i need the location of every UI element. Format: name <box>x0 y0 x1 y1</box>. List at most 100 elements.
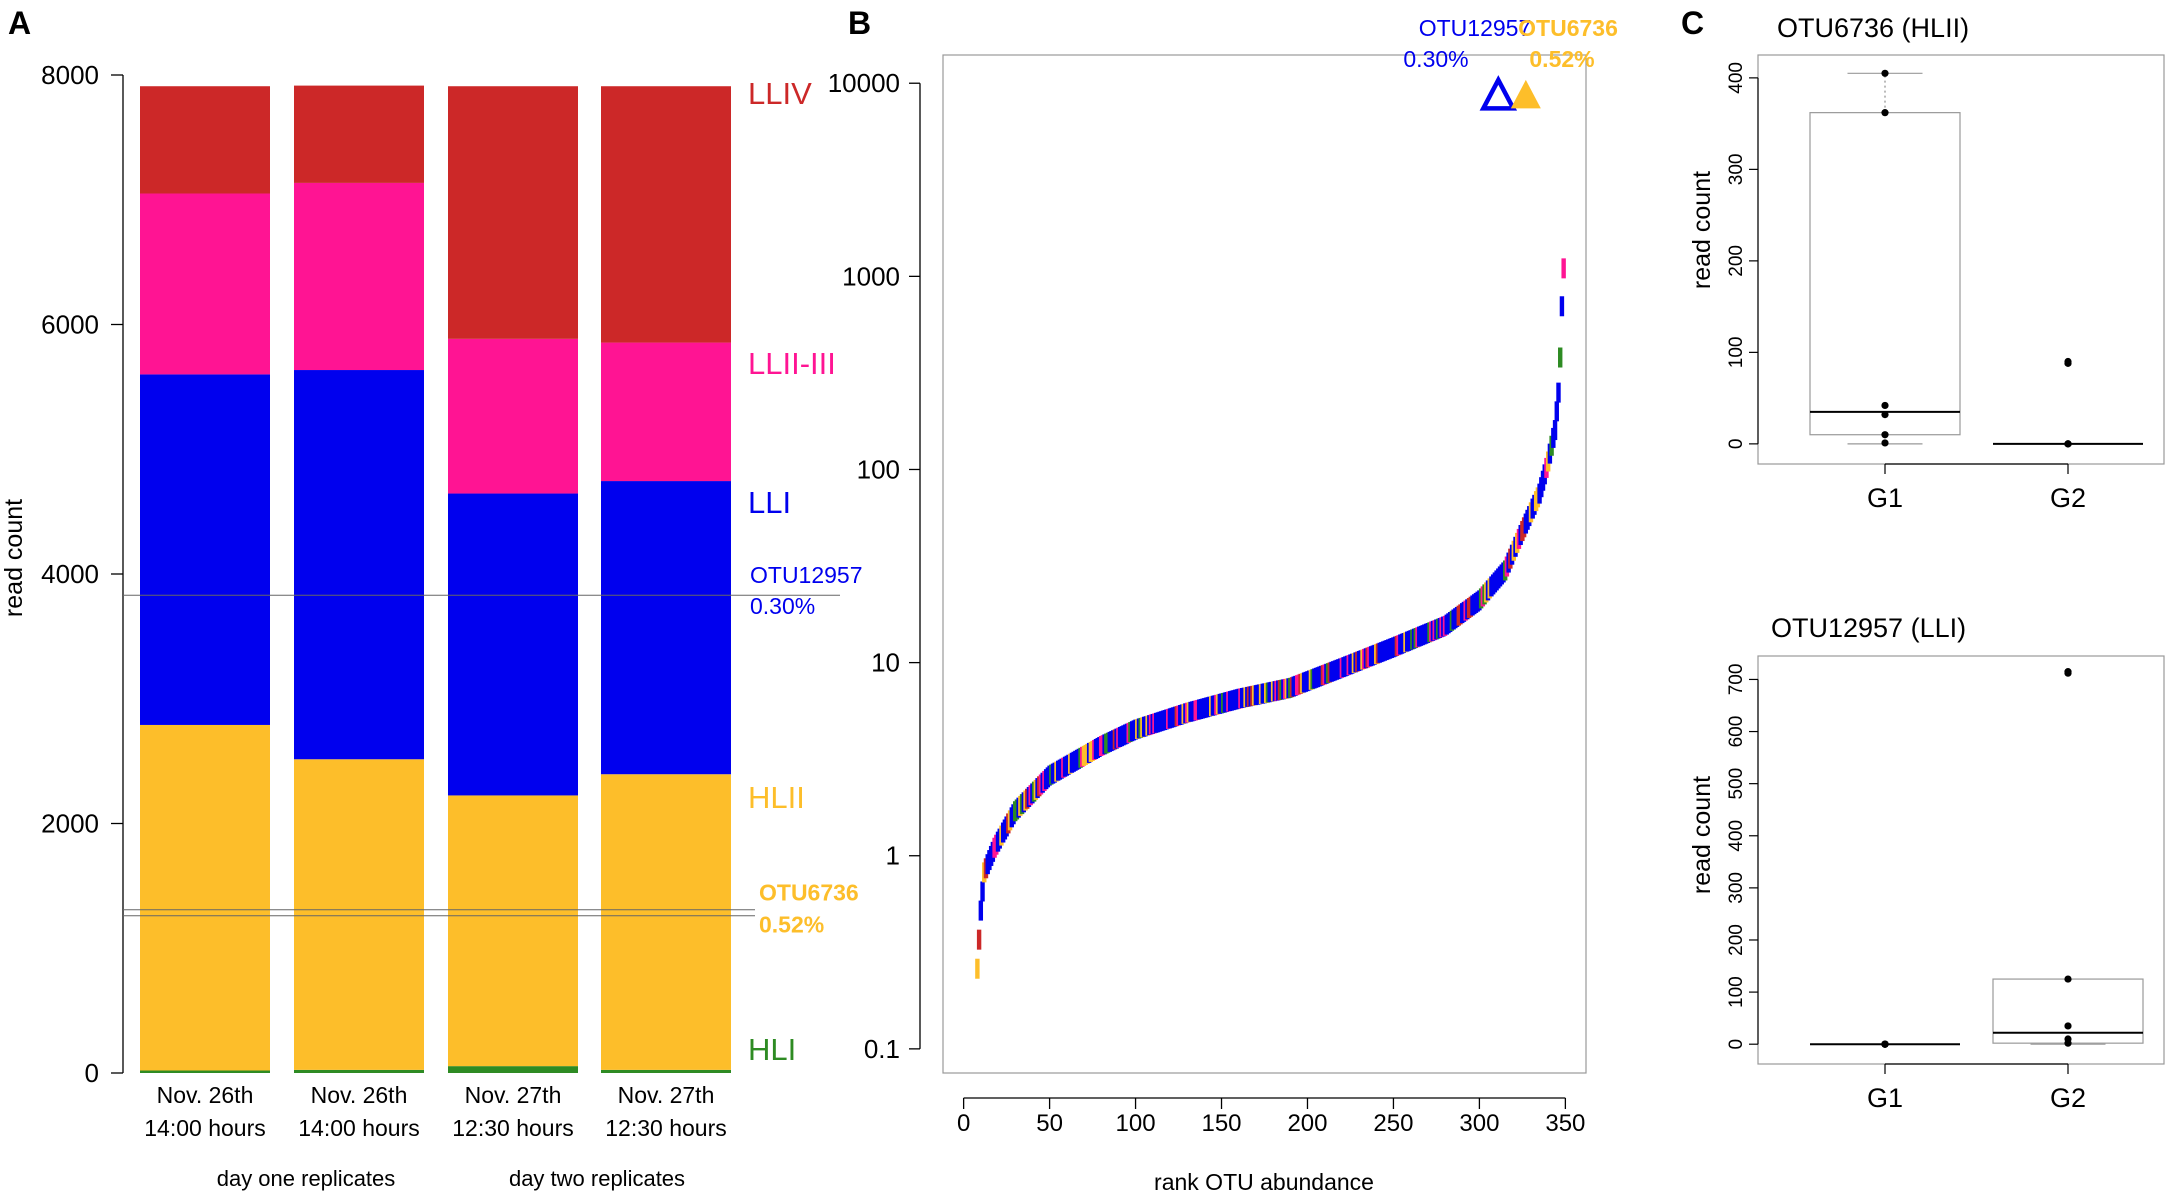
panel-a-y-tick-label-6000: 6000 <box>41 310 99 340</box>
highlight-marker-otu6736 <box>1510 79 1541 109</box>
x-label-line1-1: Nov. 26th <box>157 1082 254 1108</box>
legend-label-lli: LLI <box>748 485 791 520</box>
panel-b-x-tick-label-300: 300 <box>1459 1110 1499 1137</box>
reference-label-otu12957: OTU12957 <box>750 562 863 588</box>
panel-c-top-point-g1 <box>1881 69 1889 77</box>
panel-c-bottom-y-tick-label-100: 100 <box>1726 976 1747 1008</box>
panel-c-top-y-tick-label-0: 0 <box>1726 439 1747 450</box>
panel-c-top-x-tick-label-G1: G1 <box>1867 483 1903 513</box>
bar-segment-lliv-1 <box>140 86 270 194</box>
panel-a-y-axis-label: read count <box>0 499 28 617</box>
panel-c-top-frame <box>1757 54 2165 465</box>
rank-point <box>1556 382 1561 403</box>
bar-segment-hli-4 <box>601 1069 731 1073</box>
panel-c-top-x-tick-label-G2: G2 <box>2050 483 2086 513</box>
panel-b-x-tick-label-200: 200 <box>1287 1110 1327 1137</box>
panel-c-bottom-y-tick-label-300: 300 <box>1726 872 1747 904</box>
bar-segment-hli-2 <box>294 1069 424 1073</box>
panel-c-top-y-tick-label-100: 100 <box>1726 337 1747 369</box>
bar-segment-lli-1 <box>140 374 270 725</box>
panel-c-top-box-g1 <box>1809 112 1961 436</box>
panel-c-bottom-y-tick-label-500: 500 <box>1726 768 1747 800</box>
bar-segment-lliv-4 <box>601 86 731 343</box>
bar-segment-hli-3 <box>448 1066 578 1073</box>
bar-segment-hli-1 <box>140 1070 270 1073</box>
panel-c-top-point-g1 <box>1881 410 1889 419</box>
panel-c-boxplot-otu12957: OTU12957 (LLI) 0 100 200 300 400 500 600 700 G1 G… <box>1688 613 2165 1113</box>
panel-c-top-point-g2 <box>2064 440 2072 448</box>
panel-c-top-y-tick-label-300: 300 <box>1726 154 1747 186</box>
panel-c-top-point-g1 <box>1881 401 1889 410</box>
bar-segment-llii-iii-4 <box>601 342 731 482</box>
group-label-day-one: day one replicates <box>217 1166 396 1191</box>
bar-segment-lliv-3 <box>448 86 578 339</box>
panel-label-c: C <box>1681 5 1704 41</box>
rank-point <box>1554 401 1559 422</box>
legend-label-hlii: HLII <box>748 780 805 815</box>
reference-label-otu6736: OTU6736 <box>759 880 859 906</box>
bar-segment-hlii-4 <box>601 774 731 1070</box>
panel-b-otu12957-label: OTU12957 <box>1419 15 1532 41</box>
reference-pct-otu12957: 0.30% <box>750 593 815 619</box>
x-label-line1-3: Nov. 27th <box>465 1082 562 1108</box>
panel-a-y-tick-label-0: 0 <box>85 1058 99 1088</box>
bar-segment-hlii-3 <box>448 795 578 1067</box>
panel-c-top-point-g1 <box>1881 431 1889 439</box>
rank-point <box>978 900 984 921</box>
panel-b-x-axis-label: rank OTU abundance <box>1154 1169 1374 1193</box>
panel-label-b: B <box>848 5 871 41</box>
panel-c-top-title: OTU6736 (HLII) <box>1777 13 1969 43</box>
panel-c-bottom-y-tick-label-0: 0 <box>1726 1039 1747 1050</box>
panel-b-x-tick-label-250: 250 <box>1373 1110 1413 1137</box>
panel-c-bottom-y-tick-label-700: 700 <box>1726 664 1747 696</box>
panel-c-bottom-boxes <box>1810 668 2144 1048</box>
bar-segment-lli-2 <box>294 370 424 760</box>
panel-b-axes: 0 50 100 150 200 250 300 350 0.1 1 10 100 1000 10000 <box>828 68 1586 1137</box>
panel-b-rank-abundance-plot: 0 50 100 150 200 250 300 3500.1110100100010000 … <box>828 15 1618 1193</box>
panel-c-top-boxes <box>1809 69 2143 448</box>
bar-segment-llii-iii-1 <box>140 193 270 375</box>
panel-c-bottom-point-g2 <box>2064 1022 2072 1030</box>
panel-b-y-tick-label-1000: 1000 <box>842 261 900 291</box>
bar-segment-hlii-1 <box>140 724 270 1071</box>
reference-pct-otu6736: 0.52% <box>759 912 824 938</box>
x-label-line2-4: 12:30 hours <box>605 1115 726 1141</box>
panel-b-y-tick-label-0.1: 0.1 <box>864 1034 900 1064</box>
bar-segment-lliv-2 <box>294 85 424 183</box>
panel-b-points <box>975 258 1566 979</box>
panel-c-bottom-title: OTU12957 (LLI) <box>1771 613 1966 643</box>
panel-c-bottom-y-axis-label: read count <box>1688 776 1716 894</box>
panel-c-bottom-point-g2 <box>2064 669 2072 677</box>
panel-a-y-tick-label-2000: 2000 <box>41 809 99 839</box>
rank-point <box>1559 296 1565 317</box>
bar-segment-hlii-2 <box>294 759 424 1070</box>
panel-a-bars <box>140 85 731 1073</box>
x-label-line2-3: 12:30 hours <box>452 1115 573 1141</box>
panel-b-otu6736-pct: 0.52% <box>1529 46 1594 72</box>
panel-c-bottom-point-g1 <box>1881 1040 1889 1048</box>
x-label-line1-2: Nov. 26th <box>311 1082 408 1108</box>
panel-c-top-y-axis-label: read count <box>1688 171 1716 289</box>
panel-a-stacked-bar-chart: 0 2000 4000 6000 8000 OTU12957 0.30% OTU6736 0.… <box>0 60 863 1191</box>
panel-c-top-point-g1 <box>1881 109 1889 117</box>
panel-c-bottom-x-tick-label-G1: G1 <box>1867 1083 1903 1113</box>
panel-a-y-tick-label-8000: 8000 <box>41 60 99 90</box>
panel-c-boxplot-otu6736: OTU6736 (HLII) 0 100 200 300 400 G1 G2 read co… <box>1688 13 2165 513</box>
panel-c-bottom-x-tick-label-G2: G2 <box>2050 1083 2086 1113</box>
highlight-marker-otu12957 <box>1479 75 1518 111</box>
panel-b-x-tick-label-50: 50 <box>1036 1110 1063 1137</box>
bar-segment-llii-iii-2 <box>294 182 424 371</box>
panel-b-y-tick-label-100: 100 <box>857 454 900 484</box>
panel-a-y-axis: 0 2000 4000 6000 8000 <box>41 60 124 1088</box>
panel-a-reference-lines: OTU12957 0.30% OTU6736 0.52% <box>123 562 863 938</box>
panel-b-x-tick-label-350: 350 <box>1545 1110 1585 1137</box>
panel-c-top-y-tick-label-200: 200 <box>1726 245 1747 277</box>
panel-b-highlights <box>1479 75 1541 111</box>
panel-c-bottom-axes: 0 100 200 300 400 500 600 700 G1 G2 <box>1726 664 2086 1113</box>
rank-point <box>975 958 980 979</box>
panel-a-y-tick-label-4000: 4000 <box>41 559 99 589</box>
panel-b-plot-frame <box>942 54 1587 1074</box>
panel-b-x-tick-label-0: 0 <box>957 1110 970 1137</box>
panel-a-x-labels: Nov. 26th 14:00 hours Nov. 26th 14:00 hours… <box>144 1082 726 1141</box>
